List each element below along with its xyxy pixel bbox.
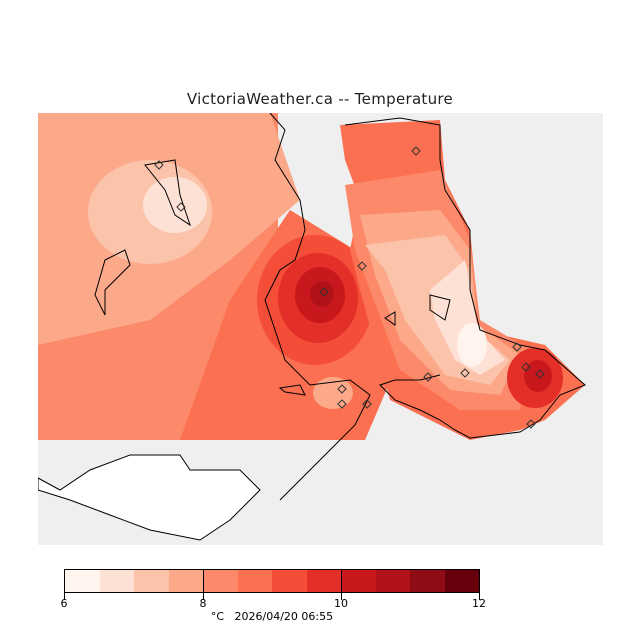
colorbar [64,569,480,593]
contour-band [143,177,207,233]
colorbar-bin [410,570,445,592]
island-outline [429,294,451,321]
colorbar-tick-mark [479,569,480,600]
colorbar-bin [306,570,341,592]
station-marker [423,372,433,382]
map-title: VictoriaWeather.ca -- Temperature [186,90,454,108]
colorbar-tick-mark [203,569,204,600]
colorbar-tick-mark [64,569,65,600]
island-outline [384,311,396,326]
station-marker [460,368,470,378]
colorbar-bin [65,570,100,592]
station-marker [411,146,421,156]
temperature-field [38,113,586,545]
coastline [344,117,586,439]
colorbar-bin [134,570,169,592]
station-marker [526,419,536,429]
island-outline [94,249,131,316]
colorbar-bin [341,570,376,592]
colorbar-bin [375,570,410,592]
station-marker [337,384,347,394]
colorbar-tick-label: 6 [60,597,68,610]
station-marker [176,202,186,212]
station-marker [512,342,522,352]
colorbar-tick-label: 10 [334,597,348,610]
contour-band [457,323,487,367]
station-marker [362,399,372,409]
colorbar-bin [168,570,203,592]
coastline [38,454,261,541]
colorbar-bin [444,570,479,592]
colorbar-bin [203,570,238,592]
colorbar-tick-mark [341,569,342,600]
station-marker [521,362,531,372]
station-marker [357,261,367,271]
island-outline [144,159,191,227]
coastline [264,113,371,501]
unit-label: °C [210,610,225,623]
colorbar-tick-label: 8 [199,597,207,610]
station-marker [535,369,545,379]
station-marker [319,287,329,297]
timestamp: 2026/04/20 06:55 [234,610,334,623]
colorbar-tick-label: 12 [472,597,486,610]
colorbar-bin [99,570,134,592]
station-markers [154,146,545,429]
colorbar-bin [237,570,272,592]
colorbar-bin [272,570,307,592]
island-outline [278,384,306,396]
colorbar-caption: °C 2026/04/20 06:55 [0,610,544,623]
station-marker [337,399,347,409]
station-marker [154,160,164,170]
